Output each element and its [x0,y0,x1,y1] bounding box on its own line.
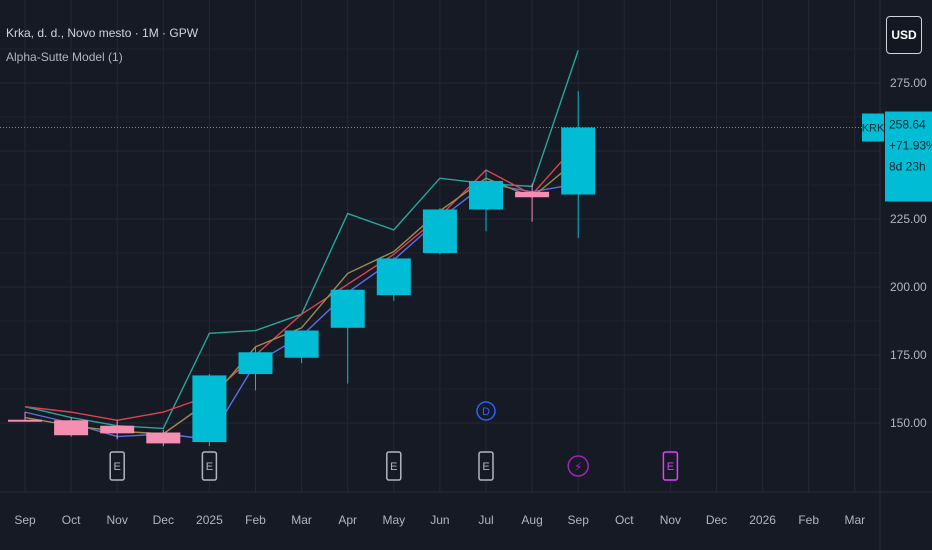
candle-body [330,289,365,328]
y-tick-label: 225.00 [890,212,927,226]
x-tick-label: 2026 [749,513,776,527]
earnings-marker-label: E [114,461,121,473]
x-tick-label: Feb [798,513,819,527]
earnings-marker [386,451,402,481]
candle-body [100,425,135,434]
y-tick-label: 275.00 [890,76,927,90]
y-tick-label: 200.00 [890,280,927,294]
x-tick-label: Feb [245,513,266,527]
earnings-marker-label: E [206,461,213,473]
x-tick-label: Jul [478,513,493,527]
x-tick-label: Aug [521,513,542,527]
x-tick-label: Dec [706,513,727,527]
x-tick-label: Jun [430,513,449,527]
candle-body [146,432,181,444]
candle-body [238,352,273,375]
earnings-marker-label: E [482,461,489,473]
earnings-marker [201,451,218,481]
candle-body [561,127,596,195]
symbol-legend[interactable]: Krka, d. d., Novo mesto · 1M · GPW [6,26,199,40]
x-tick-label: May [382,513,405,527]
x-tick-label: Oct [615,513,634,527]
x-tick-label: Apr [338,513,357,527]
earnings-marker-label: E [667,461,674,473]
x-tick-label: Mar [291,513,312,527]
x-tick-label: Nov [660,513,681,527]
indicator-legend[interactable]: Alpha-Sutte Model (1) [6,50,123,64]
x-tick-label: 2025 [196,513,223,527]
split-marker [567,455,589,477]
ticker-tag-label: KRK [862,122,885,134]
x-tick-label: Oct [62,513,81,527]
earnings-marker-label: E [390,461,397,473]
candle-body [515,191,550,198]
price-tag-box [885,111,932,202]
price-tag-change: +71.93% [889,138,932,152]
x-tick-label: Mar [844,513,865,527]
candle-body [8,419,42,422]
y-tick-label: 175.00 [890,348,927,362]
x-tick-label: Nov [107,513,128,527]
candle-body [469,180,503,210]
price-tag-price: 258.64 [889,117,926,131]
candle-body [54,420,89,436]
y-tick-label: 150.00 [890,416,927,430]
ticker-tag [862,113,884,142]
split-marker-label: ⚡ [574,460,582,474]
earnings-marker [109,451,125,481]
earnings-marker [662,451,679,481]
currency-button[interactable]: USD [886,16,922,54]
candle-body [284,330,319,358]
candle-body [192,375,227,443]
candle-body [422,209,457,253]
candle-body [376,258,411,296]
dividend-marker-label: D [482,406,490,418]
dividend-marker [476,401,496,421]
x-tick-label: Sep [14,513,36,527]
earnings-marker [478,451,494,481]
x-tick-label: Dec [153,513,174,527]
price-tag[interactable]: KRK 258.64 +71.93% 8d 23h [862,111,932,202]
price-tag-countdown: 8d 23h [889,159,926,173]
x-tick-label: Sep [568,513,590,527]
